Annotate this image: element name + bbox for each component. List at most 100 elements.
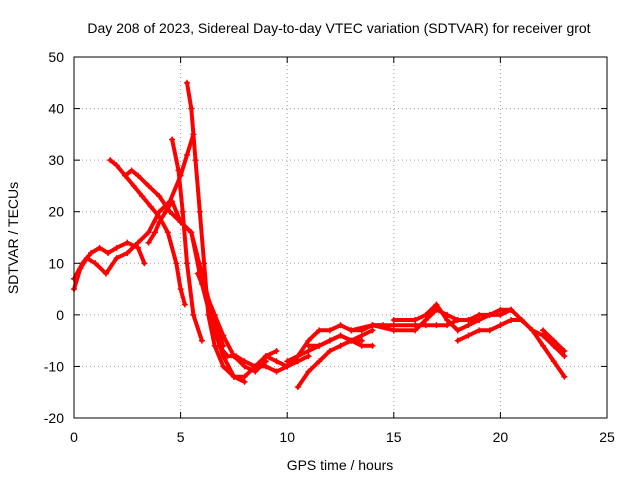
series-line xyxy=(263,323,386,369)
data-point xyxy=(201,260,208,267)
data-point xyxy=(497,311,504,318)
data-point xyxy=(241,373,248,380)
y-tick-label: -10 xyxy=(44,358,64,374)
data-point xyxy=(139,193,146,200)
data-point xyxy=(122,172,129,179)
data-point xyxy=(369,327,376,334)
data-point xyxy=(220,332,227,339)
data-point xyxy=(369,342,376,349)
data-point xyxy=(294,384,301,391)
data-point xyxy=(369,322,376,329)
data-point xyxy=(337,342,344,349)
data-point xyxy=(192,157,199,164)
data-point xyxy=(181,301,188,308)
data-point xyxy=(188,229,195,236)
y-tick-label: 0 xyxy=(56,307,64,323)
data-point xyxy=(561,373,568,380)
data-point xyxy=(476,317,483,324)
data-point xyxy=(454,337,461,344)
data-point xyxy=(486,327,493,334)
data-point xyxy=(284,358,291,365)
series-line xyxy=(123,168,247,384)
series-arc-18 xyxy=(540,327,568,354)
series-line xyxy=(370,307,514,333)
data-point xyxy=(540,332,547,339)
data-point xyxy=(128,167,135,174)
data-point xyxy=(203,291,210,298)
data-point xyxy=(241,378,248,385)
data-point xyxy=(262,363,269,370)
data-point xyxy=(134,172,141,179)
data-point xyxy=(326,347,333,354)
series-line xyxy=(195,271,268,374)
axis-ticks: 0 5 10 15 20 25 -20 -10 0 10 20 30 40 50 xyxy=(44,49,615,445)
data-point xyxy=(433,301,440,308)
x-tick-label: 25 xyxy=(599,429,615,445)
series-arc-16 xyxy=(390,301,483,334)
chart-title: Day 208 of 2023, Sidereal Day-to-day VTE… xyxy=(87,20,590,36)
data-point xyxy=(113,255,120,262)
data-point xyxy=(188,105,195,112)
data-point xyxy=(107,157,114,164)
data-point xyxy=(540,327,547,334)
data-point xyxy=(550,337,557,344)
series-arc-13 xyxy=(305,327,376,349)
data-point xyxy=(134,244,141,251)
series-line xyxy=(295,338,364,390)
data-point xyxy=(145,239,152,246)
data-point xyxy=(422,317,429,324)
data-point xyxy=(105,249,112,256)
data-point xyxy=(152,229,159,236)
series-arc-17 xyxy=(454,317,568,360)
data-point xyxy=(518,317,525,324)
data-point xyxy=(454,317,461,324)
data-point xyxy=(540,342,547,349)
data-point xyxy=(465,332,472,339)
data-point xyxy=(284,363,291,370)
data-point xyxy=(465,317,472,324)
data-point xyxy=(305,353,312,360)
data-point xyxy=(145,229,152,236)
data-point xyxy=(96,244,103,251)
data-point xyxy=(412,327,419,334)
x-axis-label: GPS time / hours xyxy=(287,457,394,473)
data-point xyxy=(316,358,323,365)
data-point xyxy=(444,322,451,329)
data-point xyxy=(476,311,483,318)
data-point xyxy=(337,332,344,339)
series-line xyxy=(170,137,204,343)
data-point xyxy=(241,363,248,370)
data-point xyxy=(326,337,333,344)
data-point xyxy=(169,136,176,143)
data-point xyxy=(273,358,280,365)
data-point xyxy=(88,249,95,256)
data-point xyxy=(273,347,280,354)
data-point xyxy=(358,332,365,339)
data-point xyxy=(422,322,429,329)
data-point xyxy=(422,311,429,318)
y-tick-label: 30 xyxy=(48,152,64,168)
data-point xyxy=(508,306,515,313)
y-tick-label: 20 xyxy=(48,204,64,220)
data-point xyxy=(183,151,190,158)
data-point xyxy=(162,208,169,215)
data-point xyxy=(390,327,397,334)
data-point xyxy=(497,306,504,313)
data-point xyxy=(230,373,237,380)
data-point xyxy=(145,182,152,189)
data-point xyxy=(215,342,222,349)
data-point xyxy=(305,347,312,354)
data-point xyxy=(183,79,190,86)
data-point xyxy=(124,239,131,246)
data-point xyxy=(390,317,397,324)
data-point xyxy=(164,229,171,236)
data-point xyxy=(390,322,397,329)
data-point xyxy=(102,270,109,277)
series-arc-2 xyxy=(71,239,148,282)
data-point xyxy=(305,342,312,349)
series-line xyxy=(391,302,482,333)
y-tick-label: 10 xyxy=(48,255,64,271)
data-point xyxy=(124,249,131,256)
data-point xyxy=(241,358,248,365)
